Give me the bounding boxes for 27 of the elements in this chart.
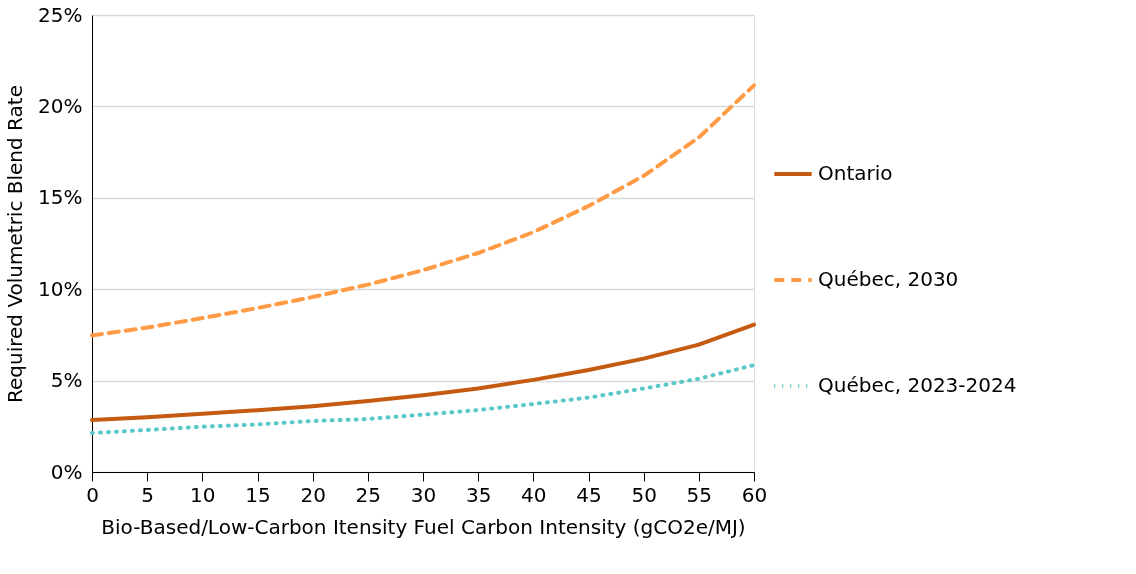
y-tick-label: 15%: [38, 185, 83, 210]
x-tick-label: 40: [521, 482, 547, 507]
legend-label: Québec, 2030: [818, 267, 959, 291]
x-tick-label: 60: [741, 482, 768, 507]
x-tick-label: 10: [190, 482, 216, 507]
line-series: [90, 322, 756, 422]
x-axis-title: Bio-Based/Low-Carbon Itensity Fuel Carbon Intensity (gCO2e/MJ): [101, 514, 746, 539]
y-tick-label: 5%: [50, 368, 83, 393]
x-tick-label: 15: [245, 482, 271, 507]
line-series: [90, 83, 756, 338]
legend-label: Québec, 2023-2024: [818, 373, 1017, 397]
x-tick-label: 25: [355, 482, 382, 507]
x-tick-label: 45: [576, 482, 602, 507]
line-series: [90, 363, 756, 436]
x-tick-label: 35: [465, 482, 492, 507]
x-tick-label: 55: [686, 482, 713, 507]
y-tick-label: 0%: [50, 459, 83, 484]
y-tick-label: 20%: [38, 93, 83, 118]
x-tick-label: 30: [410, 482, 437, 507]
x-tick-label: 0: [86, 482, 99, 507]
x-tick-label: 5: [141, 482, 155, 507]
y-axis-title: Required Volumetric Blend Rate: [3, 85, 28, 403]
x-tick-label: 50: [631, 482, 657, 507]
y-tick-label: 25%: [38, 2, 83, 27]
y-tick-label: 10%: [38, 276, 83, 301]
legend-label: Ontario: [818, 161, 893, 185]
x-tick-label: 20: [300, 482, 326, 507]
